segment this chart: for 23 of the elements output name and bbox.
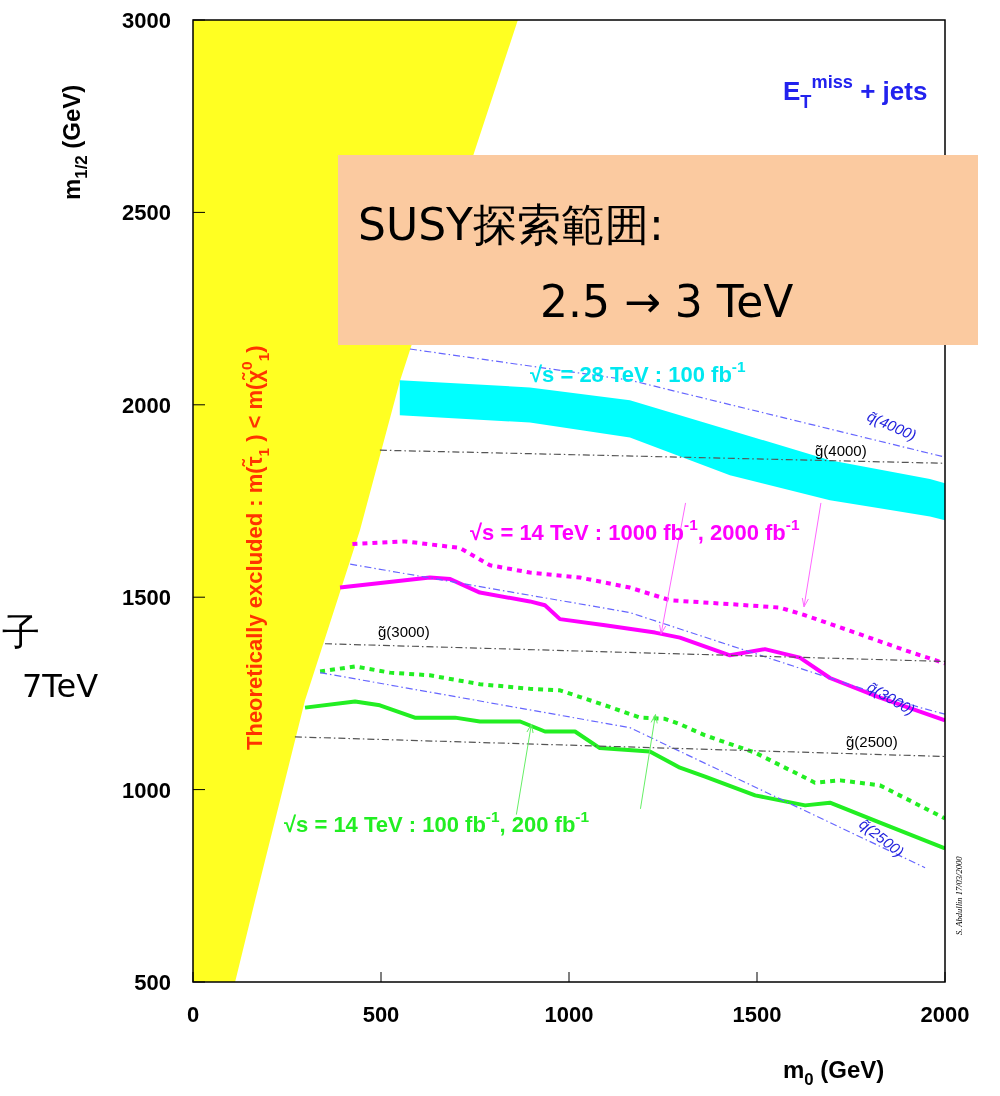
- text: 子: [2, 610, 40, 654]
- y-tick-label: 500: [134, 970, 171, 995]
- series-label: g̃(3000): [378, 623, 430, 640]
- x-tick-label: 1500: [732, 1002, 782, 1027]
- x-tick-label: 1000: [544, 1002, 594, 1027]
- series-label: g̃(4000): [815, 442, 867, 459]
- series-label: g̃(2500): [846, 733, 898, 750]
- x-axis-title: m$_{0}$ (GeV): [783, 1056, 885, 1090]
- annotation: SUSY探索範囲: 2.5 → 3 TeV: [358, 199, 794, 327]
- annotation: √s = 14 TeV : 1000 fb$^{-1}$, 2000 fb$^{-1}$: [470, 516, 800, 545]
- annotation: √s = 14 TeV : 100 fb$^{-1}$, 200 fb$^{-1}$: [284, 808, 590, 837]
- y-tick-label: 2500: [122, 200, 171, 226]
- x-tick-label: 2000: [920, 1002, 970, 1027]
- y-tick-label: 2000: [122, 392, 171, 418]
- y-tick-label: 1500: [122, 585, 171, 611]
- y-tick-label: 1000: [122, 777, 171, 803]
- text: 7TeV: [22, 667, 99, 705]
- x-tick-label: 500: [362, 1002, 400, 1027]
- text: S. Abdullin 17/03/2000: [954, 855, 964, 935]
- y-tick-label: 3000: [122, 8, 171, 33]
- annotation: E$_{T}$$^{miss}$ + jets: [783, 72, 928, 112]
- series-label: √s = 28 TeV : 100 fb$^{-1}$: [530, 358, 746, 387]
- x-tick-label: 0: [186, 1002, 200, 1027]
